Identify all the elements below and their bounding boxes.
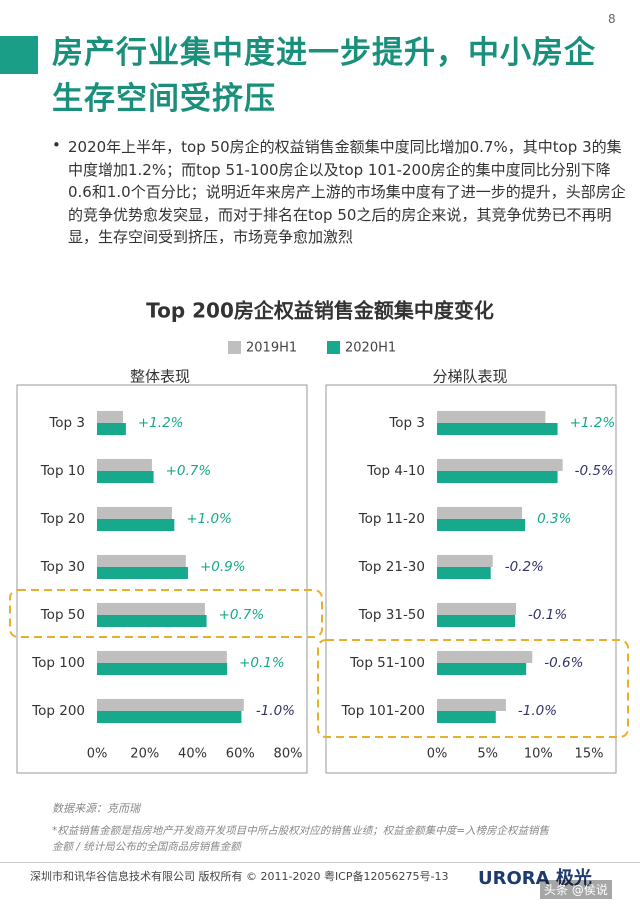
category-label: Top 31-50 bbox=[358, 607, 425, 623]
bar bbox=[97, 423, 126, 435]
bar bbox=[97, 411, 124, 423]
category-label: Top 30 bbox=[40, 559, 85, 575]
delta-label: -0.6% bbox=[544, 655, 583, 671]
panel-frame bbox=[325, 384, 617, 774]
source: 数据来源：克而瑞 bbox=[52, 802, 140, 815]
bar bbox=[437, 507, 523, 519]
legend-label: 2020H1 bbox=[345, 341, 396, 356]
bar bbox=[97, 471, 154, 483]
bar bbox=[437, 555, 493, 567]
x-tick-label: 40% bbox=[178, 747, 207, 762]
x-tick-label: 15% bbox=[575, 747, 604, 762]
highlight-box bbox=[9, 589, 323, 638]
bar bbox=[437, 471, 558, 483]
bullet-text: 2020年上半年，top 50房企的权益销售金额集中度同比增加0.7%，其中to… bbox=[68, 138, 626, 246]
watermark: 头条 @侯说 bbox=[540, 880, 612, 899]
delta-label: +0.7% bbox=[219, 607, 265, 623]
delta-label: +0.7% bbox=[166, 463, 212, 479]
bar bbox=[97, 507, 172, 519]
note: *权益销售金额是指房地产开发商开发项目中所占股权对应的销售业绩；权益金额集中度=… bbox=[52, 825, 550, 837]
bar bbox=[97, 699, 244, 711]
bar bbox=[437, 459, 563, 471]
legend-swatch bbox=[327, 341, 340, 354]
panel-frame bbox=[16, 384, 308, 774]
title-accent bbox=[0, 36, 38, 74]
highlight-box bbox=[317, 639, 629, 738]
category-label: Top 10 bbox=[40, 463, 85, 479]
category-label: Top 51-100 bbox=[349, 655, 425, 671]
delta-label: -0.2% bbox=[505, 559, 544, 575]
panel-title: 分梯队表现 bbox=[432, 368, 507, 386]
footer: 深圳市和讯华谷信息技术有限公司 版权所有 © 2011-2020 粤ICP备12… bbox=[30, 870, 449, 883]
category-label: Top 200 bbox=[31, 703, 85, 719]
category-label: Top 3 bbox=[388, 415, 425, 431]
category-label: Top 11-20 bbox=[358, 511, 425, 527]
x-tick-label: 20% bbox=[130, 747, 159, 762]
category-label: Top 101-200 bbox=[341, 703, 425, 719]
delta-label: 0.3% bbox=[537, 511, 571, 527]
category-label: Top 20 bbox=[40, 511, 85, 527]
bar bbox=[97, 603, 205, 615]
page-number: 8 bbox=[608, 12, 616, 26]
x-tick-label: 0% bbox=[427, 747, 448, 762]
footer-rule bbox=[0, 862, 640, 863]
delta-label: -1.0% bbox=[518, 703, 557, 719]
panel-title: 整体表现 bbox=[130, 368, 190, 386]
delta-label: +1.2% bbox=[138, 415, 184, 431]
bar bbox=[97, 459, 152, 471]
delta-label: +1.2% bbox=[570, 415, 616, 431]
category-label: Top 21-30 bbox=[358, 559, 425, 575]
bar bbox=[97, 711, 242, 723]
legend-swatch bbox=[228, 341, 241, 354]
chart-title: Top 200房企权益销售金额集中度变化 bbox=[146, 299, 494, 323]
category-label: Top 3 bbox=[48, 415, 85, 431]
delta-label: +0.1% bbox=[239, 655, 285, 671]
x-tick-label: 80% bbox=[274, 747, 303, 762]
bar bbox=[437, 651, 533, 663]
note: 金额 / 统计局公布的全国商品房销售金额 bbox=[52, 841, 241, 853]
bar bbox=[437, 411, 546, 423]
x-tick-label: 60% bbox=[226, 747, 255, 762]
delta-label: -0.1% bbox=[528, 607, 567, 623]
x-tick-label: 0% bbox=[87, 747, 108, 762]
bar bbox=[437, 699, 506, 711]
category-label: Top 100 bbox=[31, 655, 85, 671]
delta-label: +0.9% bbox=[200, 559, 246, 575]
bar bbox=[97, 615, 207, 627]
bar bbox=[97, 651, 227, 663]
delta-label: +1.0% bbox=[186, 511, 232, 527]
page-title: 房产行业集中度进一步提升，中小房企生存空间受挤压 bbox=[52, 35, 596, 117]
delta-label: -1.0% bbox=[256, 703, 295, 719]
logo: URORA 极光 bbox=[478, 868, 592, 889]
category-label: Top 4-10 bbox=[366, 463, 425, 479]
delta-label: -0.5% bbox=[575, 463, 614, 479]
bar bbox=[97, 519, 175, 531]
bar bbox=[437, 423, 558, 435]
bar bbox=[97, 663, 228, 675]
bar bbox=[437, 615, 516, 627]
x-tick-label: 5% bbox=[477, 747, 498, 762]
bar bbox=[97, 555, 186, 567]
legend-label: 2019H1 bbox=[246, 341, 297, 356]
bar bbox=[437, 567, 491, 579]
bar bbox=[97, 567, 188, 579]
bullet-dot: • bbox=[52, 136, 61, 154]
bar bbox=[437, 711, 496, 723]
bar bbox=[437, 603, 517, 615]
bar bbox=[437, 663, 527, 675]
category-label: Top 50 bbox=[40, 607, 85, 623]
bar bbox=[437, 519, 526, 531]
x-tick-label: 10% bbox=[524, 747, 553, 762]
